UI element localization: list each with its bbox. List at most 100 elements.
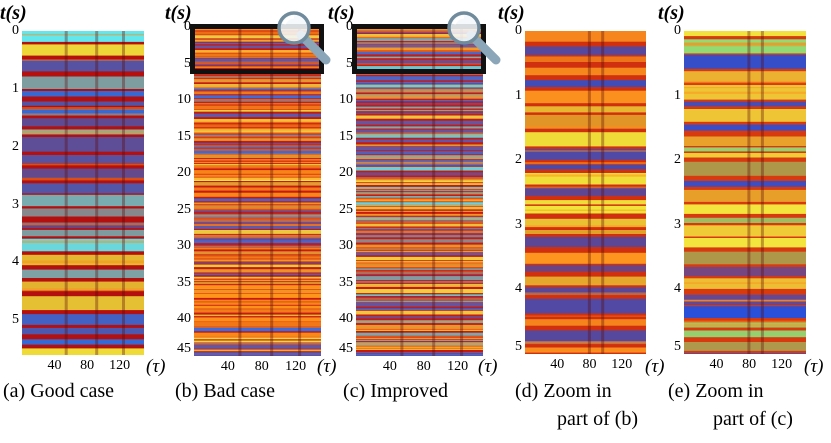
x-tick-label: 120 — [771, 357, 793, 372]
heatmap-halo — [194, 127, 321, 131]
caption-e-line2: part of (c) — [713, 408, 793, 430]
heatmap-halo — [525, 315, 646, 317]
heatmap-svg — [22, 31, 144, 355]
heatmap-halo — [22, 130, 144, 132]
heatmap-band — [356, 210, 483, 212]
heatmap-band — [194, 79, 321, 83]
heatmap-band — [356, 34, 483, 38]
heatmap-band — [356, 59, 483, 64]
y-tick-label: 5 — [12, 312, 19, 328]
heatmap-band — [194, 146, 321, 149]
heatmap-band — [194, 154, 321, 158]
caption-b: (b) Bad case — [175, 380, 275, 402]
heatmap-band — [356, 302, 483, 307]
y-tick-label: 45 — [339, 341, 353, 356]
heatmap-band — [194, 276, 321, 279]
heatmap-band — [194, 230, 321, 234]
heatmap-halo — [684, 81, 806, 84]
heatmap-halo — [356, 47, 483, 50]
heatmap-band — [684, 39, 806, 54]
heatmap-band — [525, 252, 646, 264]
heatmap-band — [194, 182, 321, 186]
heatmap-band — [356, 160, 483, 162]
heatmap-band — [356, 244, 483, 248]
heatmap-band — [22, 137, 144, 152]
heatmap-band — [194, 39, 321, 42]
heatmap-halo — [194, 145, 321, 147]
heatmap-band — [22, 91, 144, 97]
heatmap-band — [356, 300, 483, 303]
heatmap-band — [525, 173, 646, 185]
heatmap-streak — [601, 31, 605, 354]
heatmap-streak — [95, 31, 99, 355]
y-axis-label: t(s) — [658, 2, 685, 24]
heatmap-halo — [194, 224, 321, 226]
heatmap-band — [356, 179, 483, 183]
heatmap-band — [194, 340, 321, 343]
heatmap-band — [194, 337, 321, 340]
heatmap-halo — [194, 174, 321, 177]
heatmap-band — [194, 210, 321, 212]
heatmap-band — [684, 306, 806, 318]
heatmap-band — [194, 259, 321, 262]
heatmap-band — [194, 279, 321, 281]
heatmap-c — [356, 27, 483, 356]
y-tick-label: 30 — [177, 238, 191, 254]
heatmap-band — [194, 87, 321, 91]
heatmap-band — [194, 105, 321, 110]
heatmap-band — [684, 54, 806, 69]
heatmap-halo — [356, 199, 483, 202]
heatmap-halo — [194, 164, 321, 168]
heatmap-band — [684, 136, 806, 146]
heatmap-halo — [194, 202, 321, 204]
heatmap-halo — [356, 187, 483, 190]
x-tick-label: 40 — [382, 359, 397, 374]
heatmap-streak — [298, 27, 302, 356]
heatmap-streak — [760, 31, 764, 354]
y-tick-label: 0 — [12, 23, 19, 38]
heatmap-halo — [194, 218, 321, 220]
heatmap-halo — [356, 89, 483, 93]
heatmap-band — [194, 124, 321, 128]
heatmap-band — [356, 126, 483, 129]
heatmap-band — [525, 347, 646, 353]
heatmap-band — [194, 66, 321, 68]
heatmap-band — [22, 183, 144, 194]
heatmap-halo — [356, 29, 483, 32]
heatmap-band — [684, 147, 806, 152]
heatmap-band — [22, 168, 144, 178]
heatmap-halo — [356, 63, 483, 65]
heatmap-halo — [356, 320, 483, 323]
heatmap-band — [356, 256, 483, 261]
heatmap-band — [356, 251, 483, 253]
heatmap-band — [194, 322, 321, 327]
y-tick-label: 2 — [515, 152, 522, 168]
heatmap-halo — [22, 177, 144, 181]
heatmap-streak — [587, 31, 591, 354]
heatmap-halo — [356, 96, 483, 99]
heatmap-band — [22, 281, 144, 291]
heatmap-band — [684, 204, 806, 214]
heatmap-band — [194, 240, 321, 244]
heatmap-band — [356, 56, 483, 59]
heatmap-halo — [194, 153, 321, 155]
heatmap-band — [194, 262, 321, 264]
heatmap-band — [194, 95, 321, 99]
heatmap-band — [356, 308, 483, 311]
heatmap-halo — [194, 86, 321, 89]
heatmap-band — [194, 237, 321, 240]
heatmap-band — [356, 332, 483, 336]
heatmap-band — [356, 276, 483, 281]
heatmap-halo — [22, 260, 144, 264]
heatmap-band — [194, 84, 321, 88]
heatmap-halo — [356, 327, 483, 331]
heatmap-halo — [194, 120, 321, 124]
heatmap-halo — [684, 42, 806, 46]
heatmap-halo — [356, 132, 483, 136]
heatmap-band — [194, 53, 321, 56]
heatmap-band — [525, 80, 646, 87]
heatmap-halo — [356, 94, 483, 96]
x-tick-label: 80 — [742, 357, 757, 372]
heatmap-band — [356, 289, 483, 294]
y-tick-label: 5 — [515, 339, 522, 354]
